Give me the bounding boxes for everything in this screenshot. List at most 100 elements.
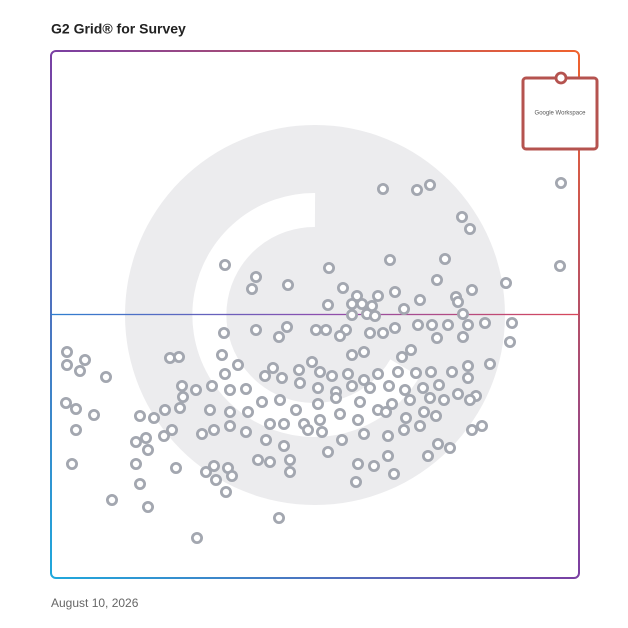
data-point — [357, 373, 370, 386]
data-point — [169, 461, 182, 474]
data-point — [381, 449, 394, 462]
data-point — [272, 512, 285, 525]
data-point — [382, 379, 395, 392]
data-point — [321, 298, 334, 311]
data-point — [139, 431, 152, 444]
data-point — [363, 381, 376, 394]
data-point — [385, 397, 398, 410]
data-point — [249, 323, 262, 336]
data-point — [277, 417, 290, 430]
data-point — [430, 331, 443, 344]
data-point — [281, 278, 294, 291]
data-point — [275, 371, 288, 384]
data-point — [388, 321, 401, 334]
data-point — [395, 350, 408, 363]
data-point — [333, 329, 346, 342]
data-point — [325, 369, 338, 382]
data-point — [129, 435, 142, 448]
data-point — [190, 532, 203, 545]
data-point — [349, 475, 362, 488]
data-point — [437, 393, 450, 406]
data-point — [133, 477, 146, 490]
data-point — [554, 259, 567, 272]
data-point — [60, 396, 73, 409]
data-point — [365, 299, 378, 312]
data-point — [483, 357, 496, 370]
data-point — [266, 361, 279, 374]
data-point — [223, 405, 236, 418]
data-point — [456, 307, 469, 320]
data-point — [357, 427, 370, 440]
data-point — [403, 393, 416, 406]
data-point — [345, 297, 358, 310]
data-point — [383, 253, 396, 266]
data-point — [258, 369, 271, 382]
data-point — [207, 423, 220, 436]
data-point — [413, 293, 426, 306]
data-point — [176, 390, 189, 403]
data-point — [315, 425, 328, 438]
data-point — [70, 423, 83, 436]
data-point — [341, 367, 354, 380]
data-point — [223, 383, 236, 396]
data-point — [376, 326, 389, 339]
data-point — [289, 403, 302, 416]
data-point — [463, 393, 476, 406]
data-point — [129, 457, 142, 470]
data-point — [432, 378, 445, 391]
data-point — [133, 409, 146, 422]
data-point — [429, 409, 442, 422]
data-point — [280, 320, 293, 333]
data-point — [79, 353, 92, 366]
data-point — [218, 367, 231, 380]
data-point — [335, 433, 348, 446]
data-point — [345, 348, 358, 361]
data-point — [475, 419, 488, 432]
data-point — [189, 383, 202, 396]
data-point — [478, 316, 491, 329]
data-point — [461, 371, 474, 384]
data-point — [217, 326, 230, 339]
data-point — [345, 308, 358, 321]
data-point — [411, 318, 424, 331]
data-point — [345, 379, 358, 392]
data-point — [147, 411, 160, 424]
data-point — [350, 289, 363, 302]
data-point — [416, 381, 429, 394]
data-point — [363, 326, 376, 339]
data-point — [209, 473, 222, 486]
data-point — [451, 387, 464, 400]
date: August 10, 2026 — [51, 596, 139, 610]
data-point — [255, 395, 268, 408]
data-point — [203, 403, 216, 416]
data-point — [283, 465, 296, 478]
data-point — [225, 469, 238, 482]
data-point — [430, 273, 443, 286]
data-point — [311, 381, 324, 394]
data-point — [199, 465, 212, 478]
data-point — [424, 365, 437, 378]
data-point — [106, 493, 119, 506]
data-point — [245, 282, 258, 295]
data-point — [263, 455, 276, 468]
data-point — [272, 330, 285, 343]
data-point — [368, 309, 381, 322]
data-point — [158, 403, 171, 416]
data-point — [241, 405, 254, 418]
data-point — [391, 365, 404, 378]
data-point — [357, 345, 370, 358]
data-point — [438, 252, 451, 265]
data-point — [259, 433, 272, 446]
data-point — [355, 297, 368, 310]
data-point — [387, 467, 400, 480]
data-point — [443, 441, 456, 454]
data-point — [410, 183, 423, 196]
data-point — [413, 419, 426, 432]
data-point — [409, 366, 422, 379]
data-point — [66, 457, 79, 470]
data-point — [463, 222, 476, 235]
data-point — [381, 429, 394, 442]
data-point — [321, 445, 334, 458]
data-point — [165, 423, 178, 436]
data-point — [465, 423, 478, 436]
